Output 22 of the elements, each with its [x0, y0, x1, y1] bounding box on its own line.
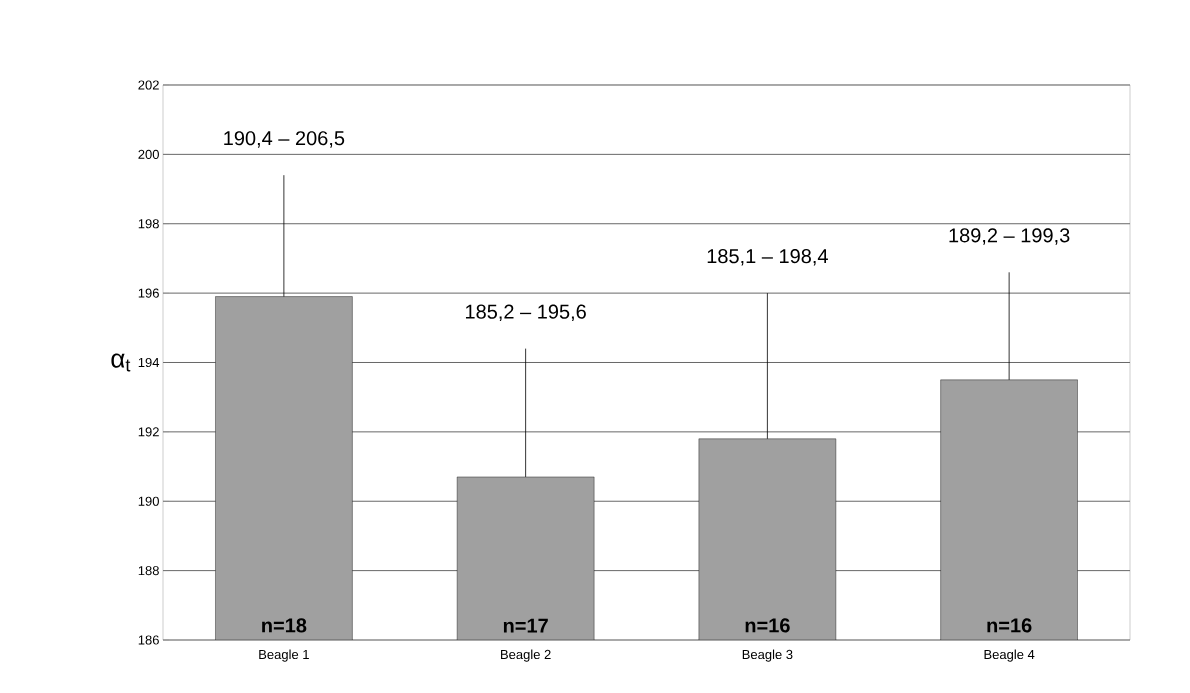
annotation: n=16	[745, 618, 790, 633]
annotation: 189,2 – 199,3	[949, 228, 1070, 245]
annotation: n=18	[262, 618, 307, 633]
annotation: n=16	[987, 618, 1032, 633]
y-tick-label: 200	[138, 149, 159, 159]
y-tick-label: 192	[138, 427, 159, 437]
annotation: 185,1 – 198,4	[707, 249, 828, 266]
y-tick-label: 186	[138, 635, 159, 645]
y-tick-label: 202	[138, 80, 159, 90]
annotation: 190,4 – 206,5	[224, 131, 345, 148]
y-tick-label: 194	[138, 357, 160, 368]
y-tick-label: 188	[138, 566, 159, 576]
x-tick-label: Beagle 3	[742, 649, 793, 662]
x-tick-label: Beagle 4	[984, 649, 1035, 662]
x-tick-label: Beagle 1	[259, 649, 309, 662]
y-axis-title: α$_{t}$	[111, 353, 131, 372]
y-tick-label: 190	[138, 496, 159, 506]
y-tick-label: 196	[138, 288, 159, 298]
annotation: 185,2 – 195,6	[465, 304, 586, 322]
x-tick-label: Beagle 2	[501, 649, 551, 662]
annotation: n=17	[503, 618, 548, 633]
y-tick-label: 198	[138, 219, 159, 229]
